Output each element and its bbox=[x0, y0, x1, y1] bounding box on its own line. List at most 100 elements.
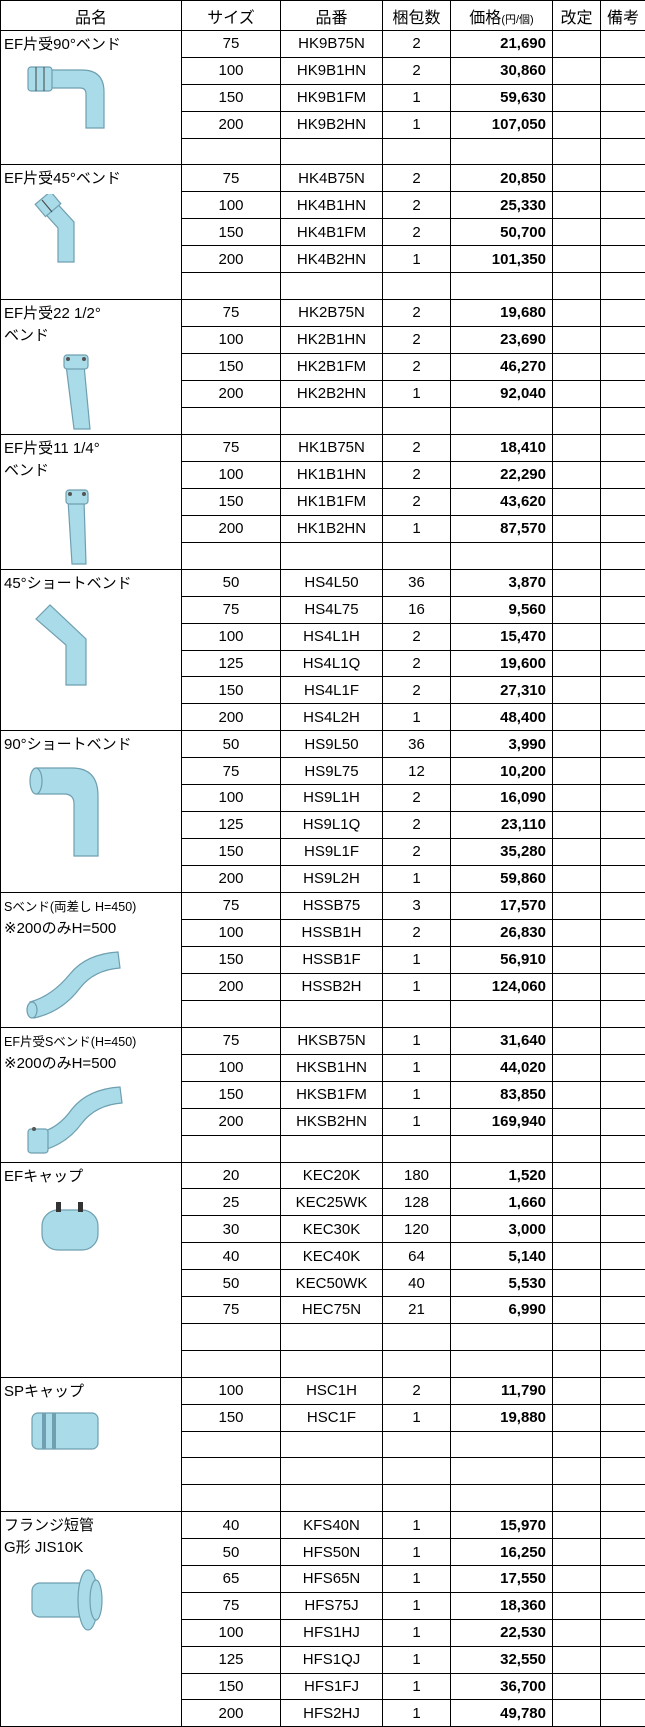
qty-cell: 2 bbox=[383, 353, 451, 380]
revision-cell bbox=[553, 650, 601, 677]
size-cell: 100 bbox=[182, 1619, 281, 1646]
product-name: 90°ショートベンド bbox=[4, 734, 178, 756]
product-name: EFキャップ bbox=[4, 1166, 178, 1188]
blank-cell bbox=[601, 1485, 645, 1512]
price-cell: 19,680 bbox=[451, 299, 553, 326]
price-cell: 22,290 bbox=[451, 461, 553, 488]
header-cell: 品名 bbox=[1, 1, 182, 31]
revision-cell bbox=[553, 1189, 601, 1216]
blank-cell bbox=[281, 542, 383, 569]
size-cell: 100 bbox=[182, 1054, 281, 1081]
qty-cell: 1 bbox=[383, 1108, 451, 1135]
revision-cell bbox=[553, 488, 601, 515]
code-cell: HFS75J bbox=[281, 1592, 383, 1619]
size-cell: 200 bbox=[182, 865, 281, 892]
qty-cell: 2 bbox=[383, 838, 451, 865]
blank-cell bbox=[451, 1000, 553, 1027]
remarks-cell bbox=[601, 650, 645, 677]
remarks-cell bbox=[601, 785, 645, 812]
revision-cell bbox=[553, 1216, 601, 1243]
revision-cell bbox=[553, 246, 601, 273]
blank-cell bbox=[553, 138, 601, 165]
size-cell: 100 bbox=[182, 192, 281, 219]
blank-cell bbox=[451, 138, 553, 165]
blank-cell bbox=[553, 1350, 601, 1377]
qty-cell: 40 bbox=[383, 1270, 451, 1297]
price-cell: 16,090 bbox=[451, 785, 553, 812]
revision-cell bbox=[553, 219, 601, 246]
size-cell: 100 bbox=[182, 57, 281, 84]
revision-cell bbox=[553, 1377, 601, 1404]
price-cell: 23,110 bbox=[451, 811, 553, 838]
code-cell: HS4L1H bbox=[281, 623, 383, 650]
remarks-cell bbox=[601, 488, 645, 515]
product-name: Sベンド(両差し H=450) bbox=[4, 896, 178, 918]
qty-cell: 1 bbox=[383, 246, 451, 273]
code-cell: HS9L75 bbox=[281, 758, 383, 785]
header-cell: 梱包数 bbox=[383, 1, 451, 31]
product-name-cell: EFキャップ bbox=[1, 1162, 182, 1377]
qty-cell: 16 bbox=[383, 596, 451, 623]
revision-cell bbox=[553, 326, 601, 353]
remarks-cell bbox=[601, 1565, 645, 1592]
blank-cell bbox=[601, 1431, 645, 1458]
code-cell: HK4B1FM bbox=[281, 219, 383, 246]
qty-cell: 1 bbox=[383, 111, 451, 138]
qty-cell: 64 bbox=[383, 1243, 451, 1270]
code-cell: HKSB2HN bbox=[281, 1108, 383, 1135]
size-cell: 200 bbox=[182, 515, 281, 542]
qty-cell: 2 bbox=[383, 677, 451, 704]
size-cell: 75 bbox=[182, 299, 281, 326]
code-cell: HK1B1HN bbox=[281, 461, 383, 488]
qty-cell: 1 bbox=[383, 973, 451, 1000]
price-cell: 101,350 bbox=[451, 246, 553, 273]
product-icon bbox=[22, 486, 122, 566]
code-cell: HK1B2HN bbox=[281, 515, 383, 542]
size-cell: 100 bbox=[182, 326, 281, 353]
qty-cell: 36 bbox=[383, 731, 451, 758]
qty-cell: 1 bbox=[383, 515, 451, 542]
remarks-cell bbox=[601, 865, 645, 892]
header-cell: 改定 bbox=[553, 1, 601, 31]
qty-cell: 1 bbox=[383, 946, 451, 973]
price-cell: 44,020 bbox=[451, 1054, 553, 1081]
blank-cell bbox=[451, 1431, 553, 1458]
code-cell: HSSB75 bbox=[281, 892, 383, 919]
product-name: EF片受11 1/4° bbox=[4, 438, 178, 460]
product-icon bbox=[22, 944, 132, 1024]
qty-cell: 1 bbox=[383, 1404, 451, 1431]
blank-cell bbox=[281, 1135, 383, 1162]
qty-cell: 2 bbox=[383, 299, 451, 326]
product-name: EF片受45°ベンド bbox=[4, 168, 178, 190]
code-cell: KFS40N bbox=[281, 1512, 383, 1539]
size-cell: 75 bbox=[182, 758, 281, 785]
remarks-cell bbox=[601, 515, 645, 542]
price-cell: 11,790 bbox=[451, 1377, 553, 1404]
revision-cell bbox=[553, 111, 601, 138]
header-row: 品名 サイズ 品番 梱包数 価格(円/個) 改定 備考 bbox=[1, 1, 645, 31]
code-cell: HS9L1F bbox=[281, 838, 383, 865]
size-cell: 125 bbox=[182, 650, 281, 677]
blank-cell bbox=[451, 1350, 553, 1377]
blank-cell bbox=[281, 1431, 383, 1458]
product-name: フランジ短管 bbox=[4, 1515, 178, 1537]
product-icon bbox=[22, 1407, 122, 1457]
size-cell: 50 bbox=[182, 1270, 281, 1297]
revision-cell bbox=[553, 731, 601, 758]
product-name-cell: SPキャップ bbox=[1, 1377, 182, 1511]
qty-cell: 1 bbox=[383, 1700, 451, 1727]
size-cell: 150 bbox=[182, 84, 281, 111]
size-cell: 100 bbox=[182, 919, 281, 946]
blank-cell bbox=[601, 273, 645, 300]
product-icon bbox=[22, 1192, 122, 1262]
product-name: ベンド bbox=[4, 460, 178, 482]
qty-cell: 180 bbox=[383, 1162, 451, 1189]
blank-cell bbox=[553, 1135, 601, 1162]
price-cell: 169,940 bbox=[451, 1108, 553, 1135]
size-cell: 50 bbox=[182, 569, 281, 596]
product-icon bbox=[22, 351, 122, 431]
